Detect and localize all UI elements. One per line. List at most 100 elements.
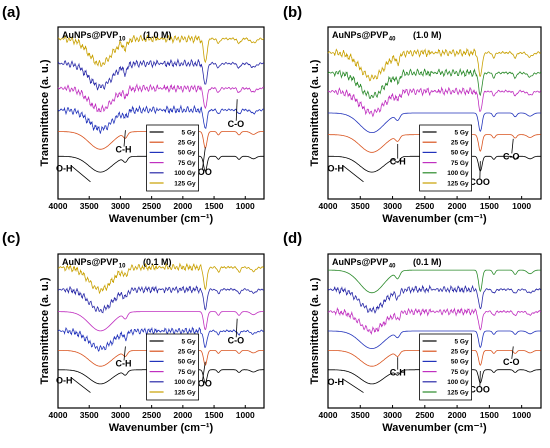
chart-title: AuNPs@PVP <box>332 257 388 267</box>
x-tick-label: 3500 <box>351 410 370 420</box>
x-tick-label: 3000 <box>383 410 402 420</box>
legend-entry: 75 Gy <box>178 369 196 376</box>
legend-entry: 75 Gy <box>178 160 196 167</box>
y-axis-label: Transmittance (a. u.) <box>39 59 51 166</box>
series-line-75-gy <box>327 307 542 336</box>
annotation-arrow <box>202 147 206 169</box>
x-tick-label: 3500 <box>80 410 99 420</box>
chart-panel-4: (d) 4000 3500 3000 2500 2000 1500 1000 Wavenumbe… <box>283 230 542 434</box>
legend-box <box>146 124 199 192</box>
annotation-arrow <box>342 165 364 183</box>
x-tick-label: 1500 <box>480 201 499 211</box>
legend-entry: 25 Gy <box>451 140 469 147</box>
legend-box <box>146 333 199 401</box>
x-tick-label: 3000 <box>111 201 130 211</box>
legend-entry: 25 Gy <box>178 349 196 356</box>
series-line-100-gy <box>57 58 264 91</box>
annotation-label: O-H <box>327 377 344 387</box>
x-tick-label: 4000 <box>49 410 68 420</box>
annotation-arrow <box>511 138 514 154</box>
x-tick-label: 2000 <box>448 201 467 211</box>
legend-box <box>419 333 472 401</box>
chart-title-concentration: (0.1 M) <box>143 257 172 267</box>
x-tick-label: 3000 <box>111 410 130 420</box>
chart-title-concentration: (1.0 M) <box>143 30 172 40</box>
annotation-label: C-H <box>116 145 132 155</box>
legend-entry: 50 Gy <box>451 359 469 366</box>
annotation-label: C-H <box>390 368 406 378</box>
x-tick-label: 3000 <box>383 201 402 211</box>
series-line-125-gy <box>328 269 541 294</box>
series-line-125-gy <box>57 34 265 67</box>
y-axis-label: Transmittance (a. u.) <box>39 277 51 384</box>
annotation-label: COO <box>469 385 490 395</box>
legend-entry: 25 Gy <box>451 349 469 356</box>
x-axis-label: Wavenumber (cm⁻¹) <box>109 213 214 225</box>
legend-entry: 50 Gy <box>178 359 196 366</box>
chart-title-subscript: 40 <box>389 264 396 270</box>
legend-entry: 50 Gy <box>178 150 196 157</box>
series-line-75-gy <box>327 86 541 118</box>
legend-entry: 50 Gy <box>451 150 469 157</box>
x-tick-label: 2500 <box>142 201 161 211</box>
annotation-arrow <box>123 346 126 361</box>
x-tick-label: 2000 <box>173 410 192 420</box>
chart-title-concentration: (0.1 M) <box>413 257 442 267</box>
legend-entry: 100 Gy <box>447 379 469 386</box>
series-line-125-gy <box>57 262 265 295</box>
chart-title: AuNPs@PVP <box>62 257 118 267</box>
legend-entry: 125 Gy <box>447 180 469 187</box>
annotation-label: COO <box>191 378 212 388</box>
series-line-50-gy <box>57 104 265 134</box>
annotation-label: C-O <box>228 119 245 129</box>
x-tick-label: 1500 <box>205 410 224 420</box>
legend-entry: 5 Gy <box>454 129 468 136</box>
legend-entry: 75 Gy <box>451 160 469 167</box>
legend-entry: 100 Gy <box>447 170 469 177</box>
x-tick-label: 3500 <box>80 201 99 211</box>
x-tick-label: 4000 <box>319 410 338 420</box>
annotation-arrow <box>70 377 91 393</box>
annotation-label: O-H <box>56 375 73 385</box>
x-axis-label: Wavenumber (cm⁻¹) <box>109 422 214 434</box>
x-tick-label: 1000 <box>512 201 531 211</box>
annotation-arrow <box>123 130 126 147</box>
legend-entry: 125 Gy <box>174 389 196 396</box>
legend-entry: 5 Gy <box>181 129 195 136</box>
x-tick-label: 1000 <box>236 410 255 420</box>
annotation-label: C-H <box>116 358 132 368</box>
annotation-arrow <box>235 318 238 338</box>
legend-entry: 5 Gy <box>181 338 195 345</box>
x-tick-label: 2000 <box>448 410 467 420</box>
chart-panel-2: (b) 4000 3500 3000 2500 2000 1500 1000 Wavenumbe… <box>283 4 542 225</box>
x-tick-label: 1000 <box>236 201 255 211</box>
chart-title-subscript: 10 <box>119 264 126 270</box>
x-tick-label: 3500 <box>351 201 370 211</box>
series-line-50-gy <box>328 330 541 350</box>
legend-entry: 25 Gy <box>178 140 196 147</box>
annotation-arrow <box>235 99 238 121</box>
x-tick-label: 2000 <box>173 201 192 211</box>
annotation-label: C-O <box>503 357 520 367</box>
annotation-label: O-H <box>56 163 73 173</box>
series-line-75-gy <box>58 311 264 332</box>
series-line-100-gy <box>327 67 542 100</box>
chart-title: AuNPs@PVP <box>62 30 118 40</box>
annotation-label: C-O <box>228 335 245 345</box>
series-line-125-gy <box>327 47 541 82</box>
annotation-label: O-H <box>327 163 344 173</box>
legend-entry: 75 Gy <box>451 369 469 376</box>
y-axis-label: Transmittance (a. u.) <box>309 277 321 384</box>
legend-entry: 125 Gy <box>174 180 196 187</box>
legend-box <box>419 124 472 192</box>
series-line-50-gy <box>57 326 264 352</box>
chart-title-concentration: (1.0 M) <box>413 30 442 40</box>
x-tick-label: 2500 <box>142 410 161 420</box>
x-tick-label: 1500 <box>205 201 224 211</box>
legend-entry: 5 Gy <box>454 338 468 345</box>
annotation-arrow <box>342 378 364 393</box>
chart-title-subscript: 40 <box>389 37 396 43</box>
x-axis-label: Wavenumber (cm⁻¹) <box>382 422 487 434</box>
legend-entry: 100 Gy <box>174 170 196 177</box>
